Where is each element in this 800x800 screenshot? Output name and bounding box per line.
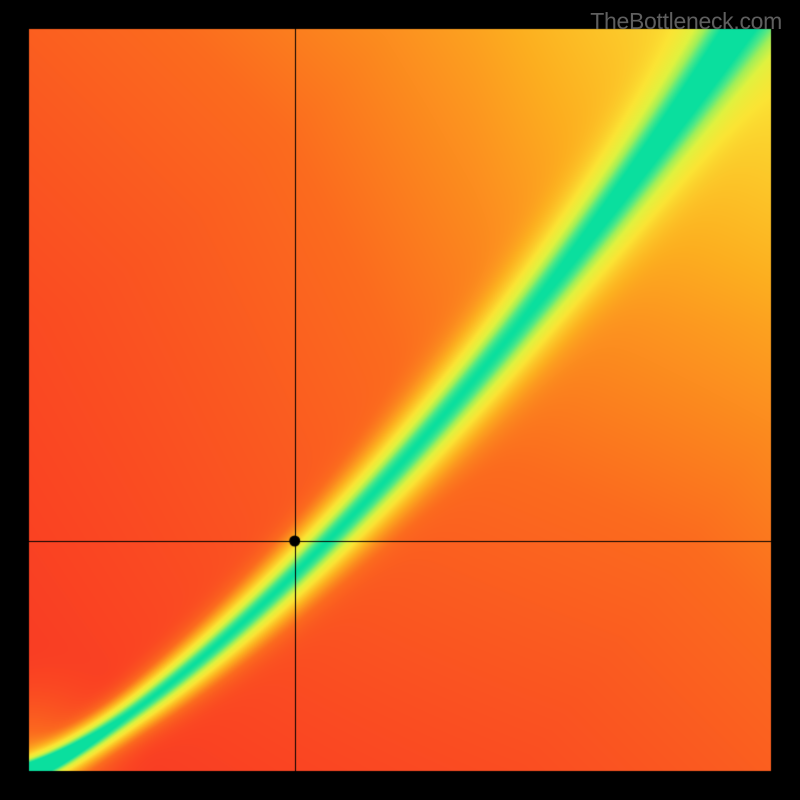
watermark-text: TheBottleneck.com bbox=[590, 8, 782, 35]
bottleneck-heatmap bbox=[0, 0, 800, 800]
chart-container: TheBottleneck.com bbox=[0, 0, 800, 800]
